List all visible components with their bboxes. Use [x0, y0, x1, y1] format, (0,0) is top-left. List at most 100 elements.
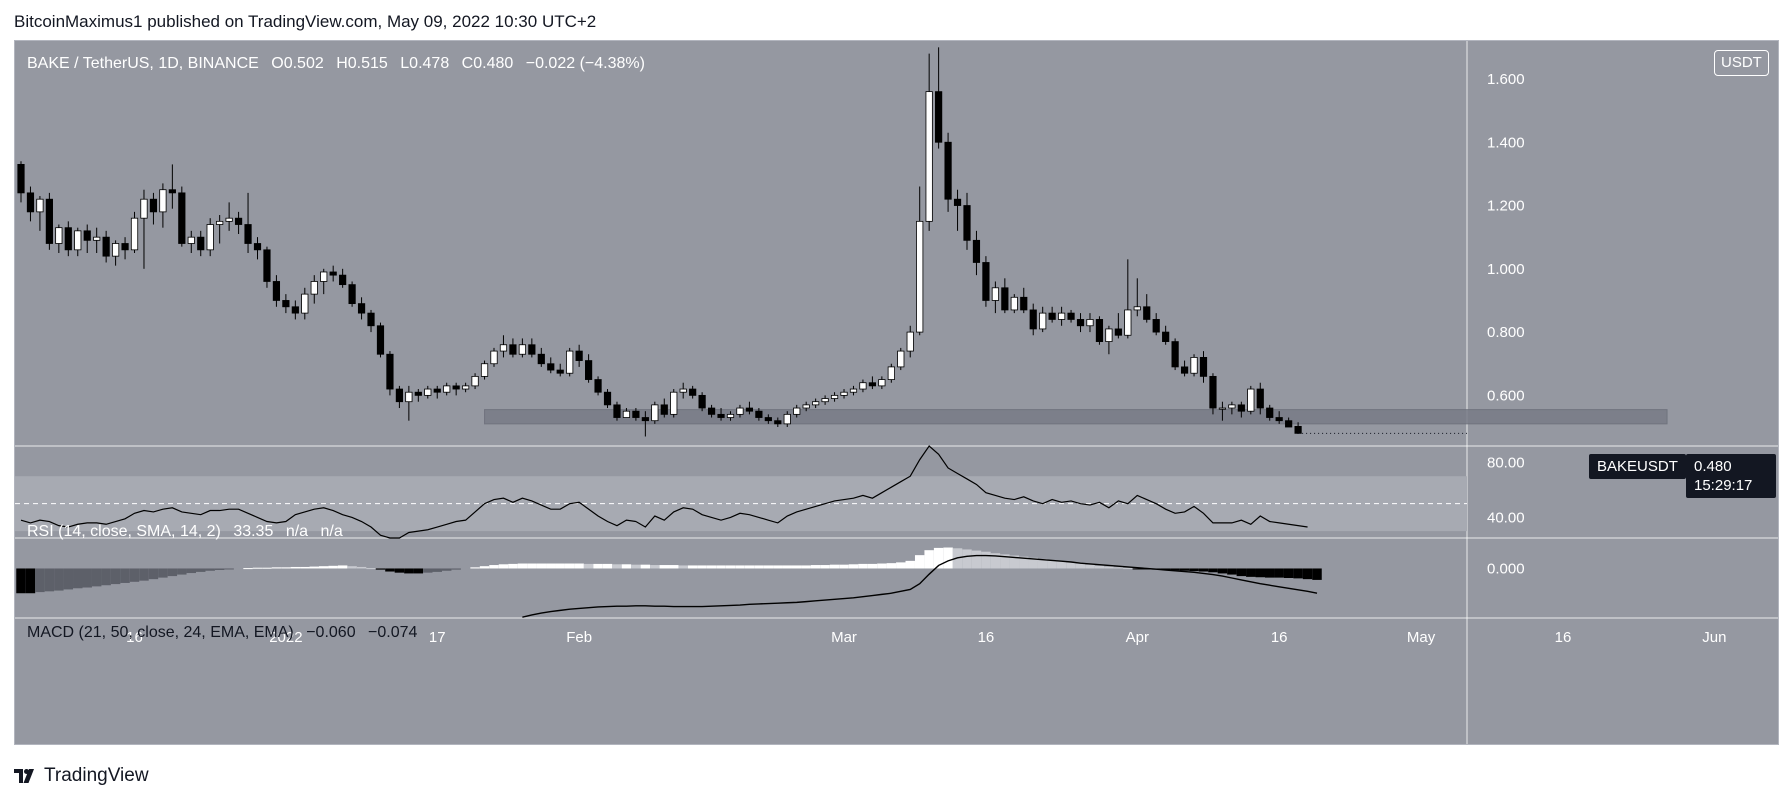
candle-up-body	[1086, 319, 1094, 327]
candle-down-body	[83, 230, 91, 241]
candle-up-body	[1228, 404, 1236, 409]
macd-histogram-bar	[848, 564, 859, 569]
candle	[566, 347, 574, 377]
candle-down-body	[632, 410, 640, 418]
publish-header: BitcoinMaximus1 published on TradingView…	[14, 12, 597, 31]
macd-histogram-bar	[385, 568, 395, 572]
macd-histogram-bar	[1104, 566, 1114, 569]
macd-histogram-bar	[167, 568, 178, 577]
candle	[1199, 351, 1208, 383]
candle-down-body	[45, 198, 53, 244]
rsi-legend: RSI (14, close, SMA, 14, 2) 33.35 n/a n/…	[27, 523, 343, 541]
candle-down-body	[386, 353, 394, 390]
candle	[906, 325, 914, 358]
candle	[17, 161, 25, 203]
time-tick-label: 16	[1555, 629, 1572, 646]
candle	[1124, 259, 1132, 339]
footer-brand[interactable]: TradingView	[14, 763, 149, 789]
candle-down-body	[528, 344, 536, 355]
candle-up-body	[622, 410, 631, 418]
candle-down-body	[1237, 404, 1245, 412]
macd-histogram-bar	[1170, 568, 1180, 571]
macd-histogram-bar	[214, 568, 225, 570]
macd-histogram-bar	[896, 562, 906, 569]
time-tick-label: May	[1407, 629, 1436, 646]
macd-histogram-bar	[744, 565, 755, 569]
candle-down-body	[1020, 296, 1028, 311]
macd-histogram-bar	[1198, 568, 1209, 572]
candle-down-body	[1275, 417, 1283, 422]
macd-histogram-bar	[394, 568, 405, 573]
candle-down-body	[197, 236, 205, 251]
time-tick-label: 16	[126, 629, 143, 646]
candle	[717, 408, 725, 421]
macd-histogram-bar	[546, 563, 556, 569]
candle	[991, 281, 999, 314]
candle	[925, 53, 933, 231]
candle-up-body	[859, 382, 867, 390]
macd-histogram-bar	[593, 563, 603, 569]
macd-histogram-bar	[754, 565, 764, 569]
candle	[187, 230, 195, 253]
candle	[443, 382, 451, 396]
macd-histogram-bar	[990, 553, 1001, 569]
candle	[1190, 354, 1198, 377]
macd-histogram-bar	[1208, 568, 1218, 573]
candle-up-body	[159, 189, 167, 213]
macd-histogram-bar	[1037, 558, 1048, 569]
macd-histogram-bar	[91, 568, 102, 587]
candle	[225, 202, 233, 231]
macd-histogram-bar	[886, 563, 897, 569]
macd-histogram-bar	[574, 563, 584, 569]
chart-canvas[interactable]: 1.600 1.400 1.200 1.000 0.800 0.600 80.00 40.00…	[15, 41, 1779, 745]
candle-up-body	[1218, 407, 1227, 410]
rsi-title[interactable]: RSI (14, close, SMA, 14, 2)	[27, 523, 221, 540]
price-tick-label: 1.000	[1487, 261, 1525, 278]
chart-frame[interactable]: 1.600 1.400 1.200 1.000 0.800 0.600 80.00 40.00…	[14, 40, 1779, 745]
currency-badge[interactable]: USDT	[1714, 50, 1769, 76]
candle-down-body	[1114, 328, 1122, 336]
chart-background	[15, 41, 1778, 744]
candle	[982, 256, 990, 307]
macd-histogram-bar	[1028, 557, 1038, 569]
macd-histogram-bar	[1283, 568, 1294, 578]
candle	[206, 218, 214, 257]
candle-down-body	[1076, 319, 1085, 327]
candle-down-body	[755, 410, 763, 418]
candle-down-body	[594, 379, 602, 393]
candle	[1275, 411, 1283, 424]
candle	[594, 376, 602, 396]
candle	[528, 338, 536, 358]
candle	[291, 300, 299, 320]
candle-down-body	[395, 388, 404, 403]
macd-histogram-bar	[328, 565, 338, 569]
bar-countdown: 15:29:17	[1694, 477, 1753, 494]
macd-histogram-bar	[716, 565, 726, 569]
macd-tick-label: 0.000	[1487, 560, 1525, 577]
candle	[310, 275, 318, 304]
candle-down-body	[1143, 306, 1151, 320]
candle	[339, 268, 347, 288]
rsi-tick-label: 40.00	[1487, 509, 1525, 526]
rsi-line	[20, 445, 1308, 539]
macd-histogram-bar	[858, 563, 868, 569]
candle	[783, 411, 791, 428]
macd-histogram-bar	[801, 565, 811, 569]
macd-line	[522, 554, 1318, 618]
candle-down-body	[244, 224, 252, 244]
candle-down-body	[1285, 420, 1293, 428]
macd-histogram-bar	[413, 568, 424, 574]
time-tick-label: 16	[1271, 629, 1288, 646]
candle	[660, 398, 668, 418]
macd-title[interactable]: MACD (21, 50, close, 24, EMA, EMA)	[27, 624, 294, 641]
macd-histogram-bar	[101, 568, 111, 586]
macd-histogram-bar	[612, 564, 622, 569]
candle	[320, 268, 328, 295]
candle	[1039, 306, 1047, 333]
candle-down-body	[764, 417, 772, 422]
symbol-title[interactable]: BAKE / TetherUS, 1D, BINANCE	[27, 55, 259, 72]
candle	[462, 382, 470, 393]
candle-up-body	[793, 407, 801, 415]
candle-up-body	[499, 344, 508, 352]
candle-down-body	[17, 163, 25, 194]
